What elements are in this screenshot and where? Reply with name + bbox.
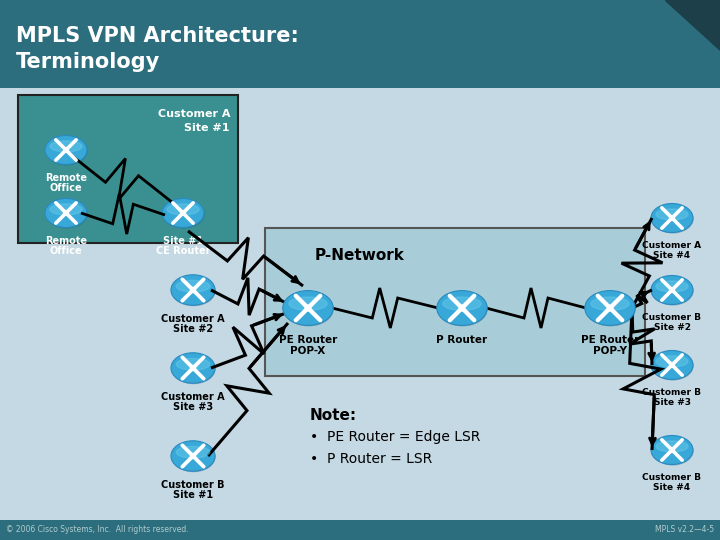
Circle shape xyxy=(305,305,311,311)
Circle shape xyxy=(63,147,68,152)
Text: Site #2: Site #2 xyxy=(173,324,213,334)
Text: Site #1: Site #1 xyxy=(173,490,213,500)
Text: POP-X: POP-X xyxy=(290,346,325,356)
Ellipse shape xyxy=(656,209,688,220)
Ellipse shape xyxy=(45,199,87,227)
Text: Site #1: Site #1 xyxy=(163,236,203,246)
Ellipse shape xyxy=(50,141,82,152)
Ellipse shape xyxy=(176,359,210,370)
Text: Terminology: Terminology xyxy=(16,52,161,72)
Ellipse shape xyxy=(651,435,693,464)
Text: Customer B: Customer B xyxy=(642,313,701,322)
Ellipse shape xyxy=(585,292,636,326)
Bar xyxy=(18,95,238,243)
Text: Site #1: Site #1 xyxy=(184,123,230,133)
Ellipse shape xyxy=(443,297,481,310)
Text: Site #3: Site #3 xyxy=(173,402,213,412)
Circle shape xyxy=(670,215,675,220)
Text: Customer A: Customer A xyxy=(161,392,225,402)
Ellipse shape xyxy=(591,297,629,310)
Text: © 2006 Cisco Systems, Inc.  All rights reserved.: © 2006 Cisco Systems, Inc. All rights re… xyxy=(6,525,189,535)
Circle shape xyxy=(670,288,675,292)
Text: •  P Router = LSR: • P Router = LSR xyxy=(310,452,432,466)
Text: P Router: P Router xyxy=(436,335,487,345)
Circle shape xyxy=(63,211,68,215)
Polygon shape xyxy=(665,0,720,50)
Text: •  PE Router = Edge LSR: • PE Router = Edge LSR xyxy=(310,430,480,444)
Circle shape xyxy=(181,211,186,215)
Circle shape xyxy=(670,448,675,453)
Ellipse shape xyxy=(163,199,204,228)
Ellipse shape xyxy=(656,356,688,367)
Text: Office: Office xyxy=(50,183,82,193)
Circle shape xyxy=(191,287,196,293)
Ellipse shape xyxy=(656,281,688,292)
Text: Site #3: Site #3 xyxy=(654,398,690,407)
Text: Customer B: Customer B xyxy=(161,480,225,490)
Text: Site #4: Site #4 xyxy=(654,483,690,492)
Ellipse shape xyxy=(45,136,87,165)
Text: CE Router: CE Router xyxy=(156,246,210,256)
Text: Remote: Remote xyxy=(45,236,87,246)
Ellipse shape xyxy=(656,441,688,452)
Ellipse shape xyxy=(45,137,88,165)
Ellipse shape xyxy=(171,276,216,306)
Ellipse shape xyxy=(171,353,215,383)
Text: MPLS VPN Architecture:: MPLS VPN Architecture: xyxy=(16,26,299,46)
Text: POP-Y: POP-Y xyxy=(593,346,627,356)
Circle shape xyxy=(191,366,196,370)
Ellipse shape xyxy=(162,199,204,227)
Circle shape xyxy=(191,454,196,458)
Ellipse shape xyxy=(171,442,216,472)
Text: Remote: Remote xyxy=(45,173,87,183)
Text: Customer B: Customer B xyxy=(642,473,701,482)
Bar xyxy=(265,228,645,376)
Text: Note:: Note: xyxy=(310,408,357,423)
Ellipse shape xyxy=(652,352,693,381)
Ellipse shape xyxy=(45,199,88,228)
Bar xyxy=(0,520,720,540)
Circle shape xyxy=(459,305,465,311)
Text: PE Router: PE Router xyxy=(581,335,639,345)
Ellipse shape xyxy=(171,354,216,384)
Ellipse shape xyxy=(652,205,693,233)
Ellipse shape xyxy=(289,297,327,310)
Ellipse shape xyxy=(651,350,693,380)
Ellipse shape xyxy=(171,441,215,471)
Text: Site #4: Site #4 xyxy=(654,251,690,260)
Text: Customer B: Customer B xyxy=(642,388,701,397)
Ellipse shape xyxy=(176,447,210,458)
Text: Site #2: Site #2 xyxy=(654,323,690,332)
Ellipse shape xyxy=(50,204,82,215)
Text: MPLS v2.2—4-5: MPLS v2.2—4-5 xyxy=(655,525,714,535)
Text: Customer A: Customer A xyxy=(158,109,230,119)
Text: PE Router: PE Router xyxy=(279,335,337,345)
Text: Customer A: Customer A xyxy=(161,314,225,324)
Ellipse shape xyxy=(284,292,334,326)
Text: Customer A: Customer A xyxy=(642,241,701,250)
Bar xyxy=(0,0,720,88)
Ellipse shape xyxy=(438,292,488,326)
Ellipse shape xyxy=(652,276,693,306)
Circle shape xyxy=(607,305,613,311)
Ellipse shape xyxy=(176,280,210,292)
Text: P-Network: P-Network xyxy=(315,248,405,263)
Ellipse shape xyxy=(652,436,693,465)
Circle shape xyxy=(670,362,675,367)
Text: Office: Office xyxy=(50,246,82,256)
Ellipse shape xyxy=(283,291,333,326)
Ellipse shape xyxy=(171,275,215,305)
Ellipse shape xyxy=(437,291,487,326)
Ellipse shape xyxy=(651,204,693,233)
Ellipse shape xyxy=(651,275,693,305)
Ellipse shape xyxy=(167,204,199,215)
Ellipse shape xyxy=(585,291,635,326)
